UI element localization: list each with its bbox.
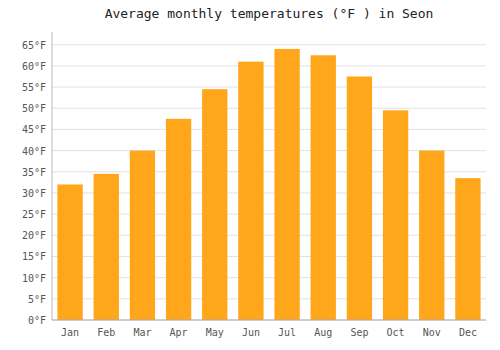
- x-tick-label: Mar: [133, 327, 151, 338]
- y-tick-label: 15°F: [22, 251, 46, 262]
- grid-line: [52, 129, 486, 130]
- y-tick-label: 5°F: [28, 294, 46, 305]
- bar: [57, 184, 82, 320]
- y-tick-label: 45°F: [22, 124, 46, 135]
- x-tick-label: Sep: [350, 327, 368, 338]
- chart: Average monthly temperatures (°F ) in Se…: [0, 0, 500, 350]
- x-axis-line: [52, 320, 486, 321]
- y-tick-label: 55°F: [22, 82, 46, 93]
- x-tick-label: Dec: [459, 327, 477, 338]
- y-axis-line: [52, 32, 53, 320]
- bar: [166, 119, 191, 320]
- bar: [419, 151, 444, 320]
- y-tick-label: 25°F: [22, 209, 46, 220]
- bar: [94, 174, 119, 320]
- bar: [274, 49, 299, 320]
- bar: [455, 178, 480, 320]
- bar: [238, 62, 263, 320]
- grid-line: [52, 65, 486, 66]
- y-tick-label: 40°F: [22, 146, 46, 157]
- x-tick-label: Jun: [242, 327, 260, 338]
- title: Average monthly temperatures (°F ) in Se…: [105, 6, 434, 21]
- y-grid: [52, 45, 486, 320]
- x-tick-label: Nov: [423, 327, 441, 338]
- y-tick-label: 65°F: [22, 40, 46, 51]
- bar: [383, 110, 408, 320]
- grid-line: [52, 320, 486, 321]
- bars: [57, 49, 480, 320]
- grid-line: [52, 44, 486, 45]
- y-tick-label: 10°F: [22, 273, 46, 284]
- y-tick-label: 30°F: [22, 188, 46, 199]
- x-tick-label: Aug: [314, 327, 332, 338]
- y-tick-label: 60°F: [22, 61, 46, 72]
- grid-line: [52, 87, 486, 88]
- bar: [130, 151, 155, 320]
- grid-line: [52, 108, 486, 109]
- bar: [347, 76, 372, 320]
- x-tick-label: Feb: [97, 327, 115, 338]
- chart-container: Average monthly temperatures (°F ) in Se…: [0, 0, 500, 350]
- x-tick-label: Jul: [278, 327, 296, 338]
- y-tick-label: 50°F: [22, 103, 46, 114]
- y-tick-label: 0°F: [28, 315, 46, 326]
- y-tick-label: 20°F: [22, 230, 46, 241]
- x-tick-label: May: [206, 327, 224, 338]
- bar: [202, 89, 227, 320]
- bar: [311, 55, 336, 320]
- y-tick-label: 35°F: [22, 167, 46, 178]
- x-tick-label: Oct: [387, 327, 405, 338]
- x-tick-label: Jan: [61, 327, 79, 338]
- x-tick-label: Apr: [170, 327, 188, 338]
